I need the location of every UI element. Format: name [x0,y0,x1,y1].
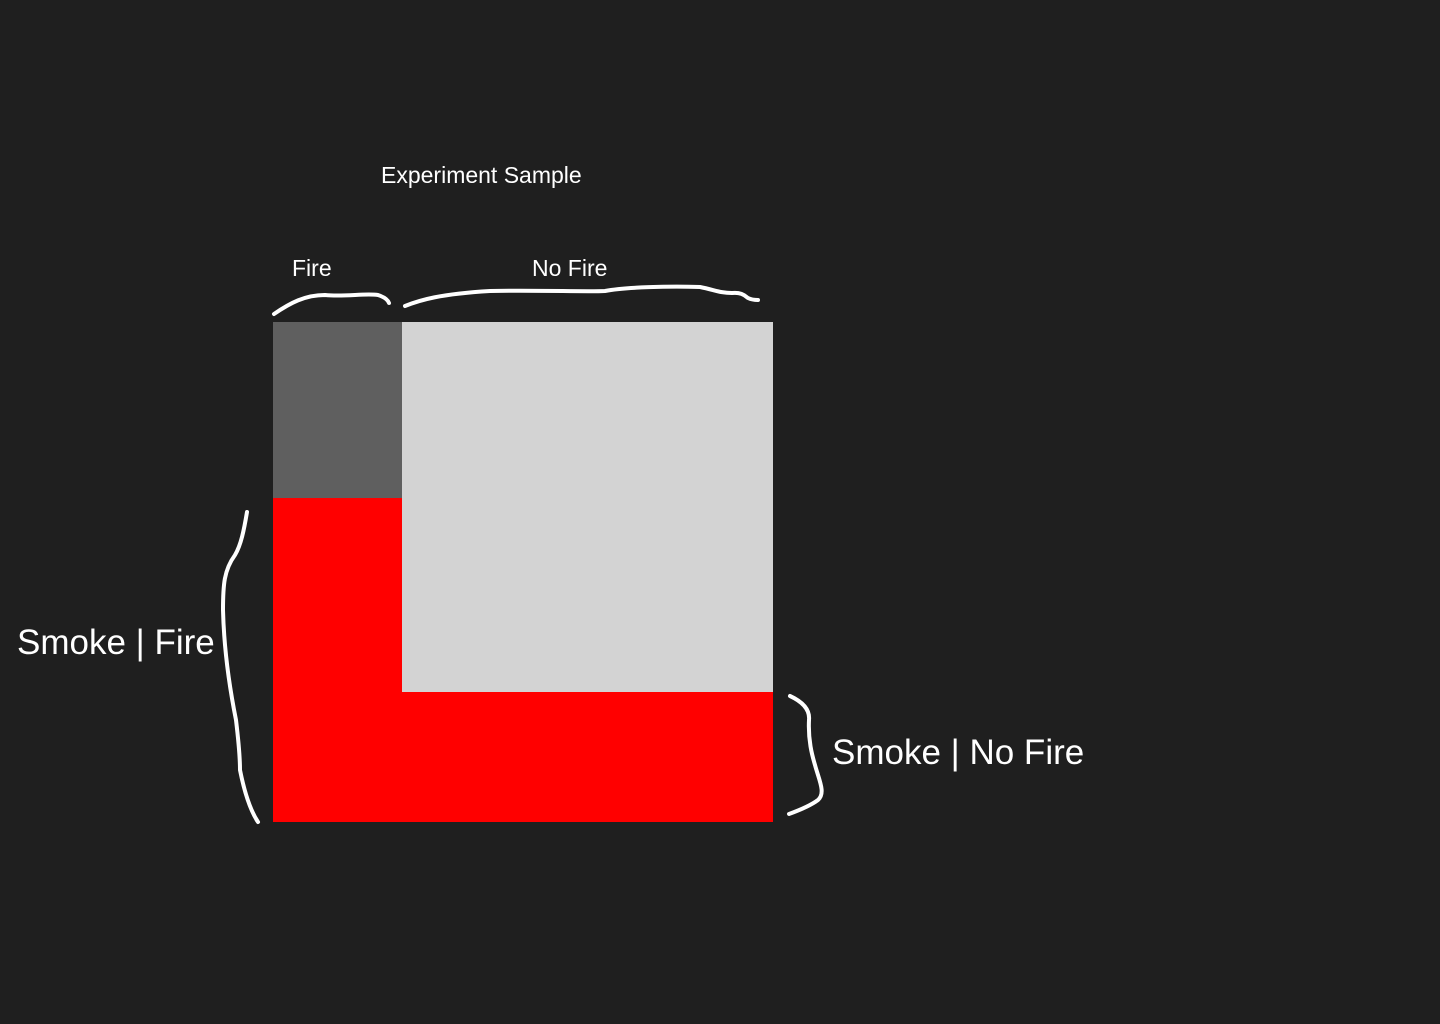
smoke-no-fire-row-brace [787,694,824,816]
smoke-given-no-fire-region [273,692,773,822]
no-fire-column-label: No Fire [532,255,608,281]
fire-column-brace [272,292,391,316]
no-fire-column-brace [403,284,760,308]
smoke-given-fire-label: Smoke | Fire [17,623,215,662]
smoke-given-no-fire-label: Smoke | No Fire [832,733,1085,772]
smoke-fire-row-brace [221,510,260,824]
fire-column-label: Fire [292,255,332,281]
no-fire-no-smoke-region [402,322,773,693]
fire-no-smoke-region [273,322,402,499]
diagram-title: Experiment Sample [381,162,582,188]
